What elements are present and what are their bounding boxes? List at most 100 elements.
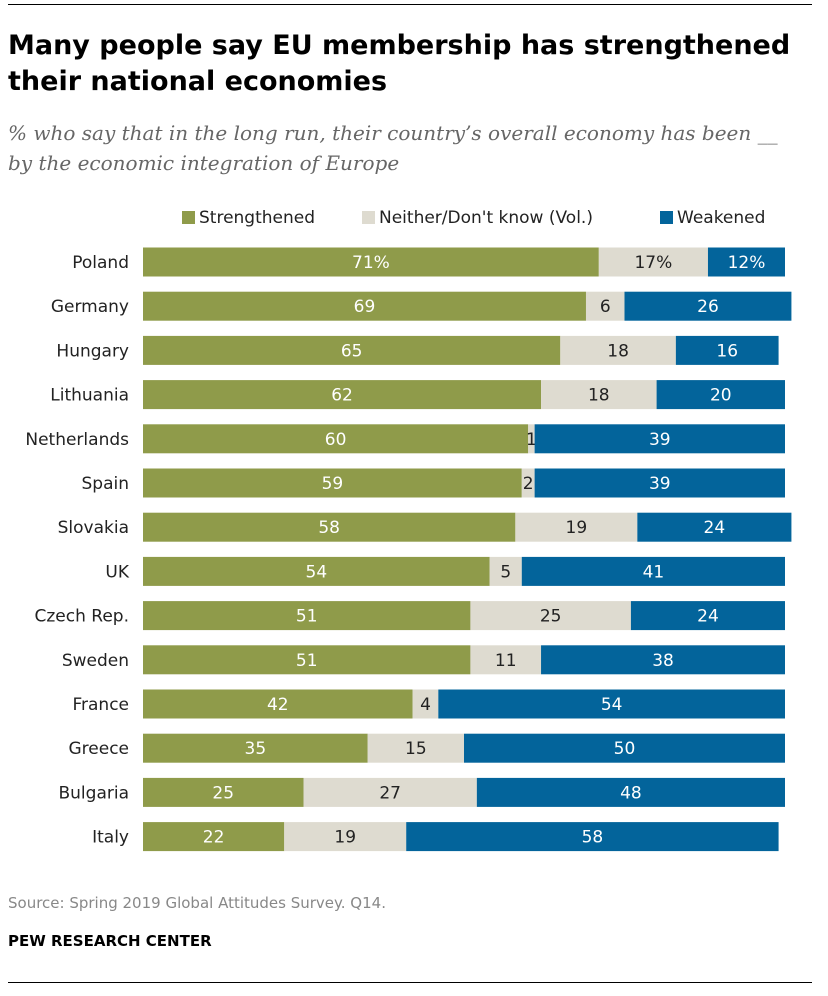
- data-label-neither-don-t-know-vol-poland: 17%: [634, 253, 672, 273]
- data-label-strengthened-netherlands: 60: [325, 430, 347, 450]
- legend-label-strengthened: Strengthened: [199, 208, 316, 228]
- data-label-neither-don-t-know-vol-czech-rep: 25: [540, 607, 562, 627]
- category-label-czech-rep: Czech Rep.: [35, 607, 129, 627]
- bar-weakened-netherlands: [534, 424, 785, 454]
- data-label-strengthened-hungary: 65: [341, 341, 363, 361]
- legend-item-weakened: Weakened: [660, 208, 765, 228]
- bar-strengthened-poland: [143, 247, 599, 277]
- bar-neither-don-t-know-vol-germany: [585, 291, 625, 321]
- data-label-neither-don-t-know-vol-uk: 5: [500, 562, 511, 582]
- category-label-uk: UK: [105, 562, 129, 582]
- bottom-rule: [8, 982, 812, 983]
- category-label-bulgaria: Bulgaria: [59, 783, 130, 803]
- data-label-neither-don-t-know-vol-france: 4: [420, 695, 431, 715]
- bar-strengthened-france: [143, 689, 413, 719]
- chart-title: Many people say EU membership has streng…: [8, 30, 791, 97]
- bar-strengthened-czech-rep: [143, 601, 471, 631]
- bar-weakened-italy: [406, 822, 779, 852]
- category-label-france: France: [72, 695, 129, 715]
- top-rule: [8, 4, 812, 5]
- data-label-strengthened-france: 42: [267, 695, 289, 715]
- data-label-weakened-germany: 26: [697, 297, 719, 317]
- data-label-strengthened-italy: 22: [203, 828, 225, 848]
- data-label-neither-don-t-know-vol-slovakia: 19: [566, 518, 588, 538]
- bar-neither-don-t-know-vol-hungary: [560, 335, 676, 365]
- data-label-strengthened-lithuania: 62: [331, 386, 353, 406]
- bar-neither-don-t-know-vol-sweden: [470, 645, 542, 675]
- data-label-weakened-sweden: 38: [652, 651, 674, 671]
- data-label-weakened-poland: 12%: [728, 253, 766, 273]
- data-label-weakened-uk: 41: [643, 562, 665, 582]
- data-label-strengthened-poland: 71%: [352, 253, 390, 273]
- data-label-strengthened-spain: 59: [322, 474, 344, 494]
- bar-neither-don-t-know-vol-slovakia: [515, 512, 638, 542]
- legend-swatch-strengthened: [182, 211, 195, 224]
- data-label-weakened-slovakia: 24: [704, 518, 726, 538]
- data-label-weakened-france: 54: [601, 695, 623, 715]
- legend-swatch-neither: [362, 211, 375, 224]
- category-label-germany: Germany: [51, 297, 129, 317]
- legend-swatch-weakened: [660, 211, 673, 224]
- data-label-strengthened-sweden: 51: [296, 651, 318, 671]
- source-note: Source: Spring 2019 Global Attitudes Sur…: [8, 894, 386, 912]
- chart-subtitle: % who say that in the long run, their co…: [8, 121, 778, 175]
- data-label-neither-don-t-know-vol-hungary: 18: [607, 341, 629, 361]
- bar-neither-don-t-know-vol-lithuania: [541, 380, 657, 410]
- bar-weakened-sweden: [541, 645, 785, 675]
- data-label-strengthened-bulgaria: 25: [212, 783, 234, 803]
- data-label-weakened-greece: 50: [614, 739, 636, 759]
- bar-weakened-france: [438, 689, 785, 719]
- data-label-neither-don-t-know-vol-germany: 6: [600, 297, 611, 317]
- bar-strengthened-uk: [143, 556, 490, 586]
- bar-strengthened-hungary: [143, 335, 561, 365]
- bar-strengthened-greece: [143, 733, 368, 763]
- bar-neither-don-t-know-vol-greece: [367, 733, 464, 763]
- category-label-spain: Spain: [82, 474, 130, 494]
- data-label-strengthened-slovakia: 58: [318, 518, 340, 538]
- bar-neither-don-t-know-vol-uk: [489, 556, 522, 586]
- data-label-weakened-hungary: 16: [716, 341, 738, 361]
- data-label-strengthened-germany: 69: [354, 297, 376, 317]
- bar-strengthened-netherlands: [143, 424, 529, 454]
- bar-strengthened-spain: [143, 468, 522, 498]
- bar-strengthened-slovakia: [143, 512, 516, 542]
- data-label-neither-don-t-know-vol-greece: 15: [405, 739, 427, 759]
- category-label-slovakia: Slovakia: [58, 518, 129, 538]
- bar-neither-don-t-know-vol-italy: [284, 822, 407, 852]
- legend-label-neither: Neither/Don't know (Vol.): [379, 208, 593, 228]
- bar-weakened-greece: [464, 733, 785, 763]
- bar-strengthened-lithuania: [143, 380, 542, 410]
- bar-weakened-hungary: [675, 335, 779, 365]
- data-label-neither-don-t-know-vol-netherlands: 1: [526, 430, 537, 450]
- bar-weakened-spain: [534, 468, 785, 498]
- bar-neither-don-t-know-vol-bulgaria: [303, 777, 477, 807]
- bar-weakened-lithuania: [656, 380, 785, 410]
- category-label-greece: Greece: [68, 739, 129, 759]
- data-label-neither-don-t-know-vol-sweden: 11: [495, 651, 517, 671]
- bar-strengthened-germany: [143, 291, 586, 321]
- bar-weakened-czech-rep: [630, 601, 785, 631]
- bar-neither-don-t-know-vol-poland: [598, 247, 708, 277]
- data-label-weakened-spain: 39: [649, 474, 671, 494]
- data-label-weakened-lithuania: 20: [710, 386, 732, 406]
- data-label-neither-don-t-know-vol-bulgaria: 27: [379, 783, 401, 803]
- bar-neither-don-t-know-vol-spain: [521, 468, 535, 498]
- legend-label-weakened: Weakened: [677, 208, 766, 228]
- category-label-lithuania: Lithuania: [50, 386, 129, 406]
- data-label-weakened-italy: 58: [582, 828, 604, 848]
- bar-weakened-uk: [521, 556, 785, 586]
- data-label-strengthened-czech-rep: 51: [296, 607, 318, 627]
- category-label-hungary: Hungary: [56, 341, 129, 361]
- bar-strengthened-sweden: [143, 645, 471, 675]
- data-label-strengthened-greece: 35: [245, 739, 267, 759]
- organization-name: PEW RESEARCH CENTER: [8, 932, 212, 950]
- data-label-strengthened-uk: 54: [306, 562, 328, 582]
- data-label-weakened-czech-rep: 24: [697, 607, 719, 627]
- bar-strengthened-italy: [143, 822, 285, 852]
- bar-neither-don-t-know-vol-netherlands: [528, 424, 535, 454]
- legend-item-strengthened: Strengthened: [182, 208, 315, 228]
- category-label-italy: Italy: [92, 828, 129, 848]
- bar-weakened-poland: [707, 247, 785, 277]
- data-label-weakened-netherlands: 39: [649, 430, 671, 450]
